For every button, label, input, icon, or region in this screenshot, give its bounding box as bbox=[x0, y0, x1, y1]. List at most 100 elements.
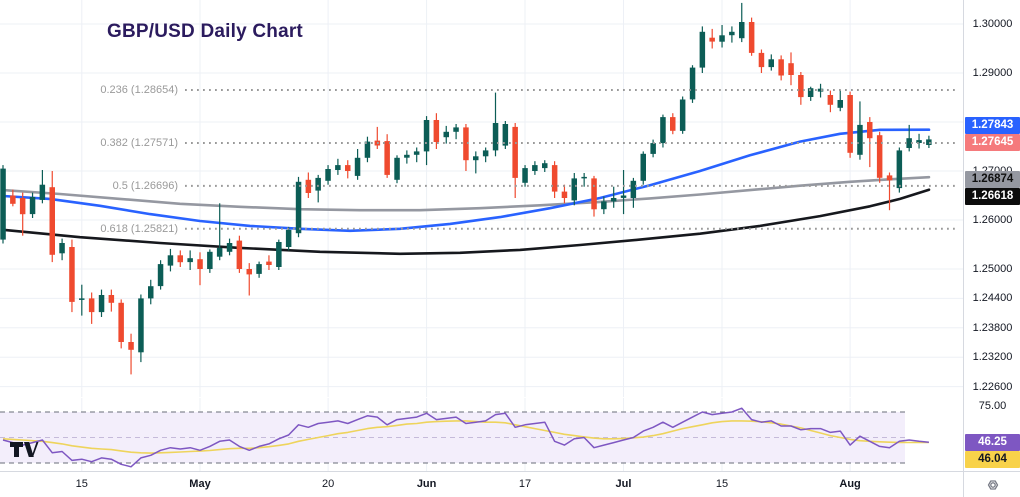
candle bbox=[49, 171, 55, 263]
tradingview-logo[interactable] bbox=[9, 441, 39, 458]
ma-black-value-badge: 1.26618 bbox=[965, 187, 1020, 205]
candle-body bbox=[699, 31, 706, 68]
candle bbox=[266, 255, 272, 270]
candle-body bbox=[276, 242, 282, 267]
candle-body bbox=[916, 140, 922, 143]
candle bbox=[709, 28, 715, 49]
candle bbox=[374, 126, 381, 149]
candle-body bbox=[216, 247, 223, 257]
candle bbox=[748, 17, 755, 56]
chart-title: GBP/USD Daily Chart bbox=[107, 21, 303, 42]
candle-body bbox=[482, 150, 489, 157]
price-axis[interactable]: 1.300001.290001.270001.260001.250001.244… bbox=[963, 0, 1020, 471]
candle-body bbox=[197, 259, 203, 269]
candle-body bbox=[226, 243, 233, 252]
candle-body bbox=[571, 178, 577, 201]
candle-body bbox=[926, 139, 932, 145]
candle-body bbox=[315, 177, 321, 191]
price-axis-label: 1.24400 bbox=[972, 292, 1013, 305]
candle-body bbox=[423, 120, 430, 152]
candle bbox=[138, 294, 144, 363]
fib-level-label: 0.236 (1.28654) bbox=[100, 83, 178, 96]
candle bbox=[660, 114, 666, 148]
candle-body bbox=[128, 342, 134, 350]
fib-level-label: 0.618 (1.25821) bbox=[100, 222, 178, 235]
candle-body bbox=[532, 165, 538, 171]
candle-body bbox=[473, 156, 479, 161]
time-axis-label: May bbox=[189, 478, 211, 490]
candle-body bbox=[610, 198, 617, 202]
candle bbox=[315, 174, 321, 203]
time-axis-label: 15 bbox=[75, 478, 88, 490]
candle-body bbox=[679, 99, 686, 131]
candle-body bbox=[857, 124, 863, 155]
candle-body bbox=[739, 22, 745, 39]
candle bbox=[768, 54, 774, 71]
candle bbox=[453, 124, 459, 140]
candle-body bbox=[39, 184, 46, 200]
candle-body bbox=[19, 198, 26, 215]
gear-icon[interactable] bbox=[984, 476, 1002, 494]
candle bbox=[128, 333, 134, 375]
candle bbox=[788, 52, 794, 86]
candle-body bbox=[630, 180, 637, 198]
rsi-pane[interactable] bbox=[0, 398, 963, 471]
candle-body bbox=[591, 178, 597, 210]
candle-body bbox=[867, 122, 873, 139]
candle-body bbox=[285, 229, 292, 247]
candle bbox=[98, 289, 105, 317]
candle-body bbox=[10, 195, 16, 204]
candle-body bbox=[0, 168, 6, 240]
fib-level-label: 0.5 (1.26696) bbox=[112, 179, 178, 192]
candle-body bbox=[689, 67, 696, 100]
candle-body bbox=[79, 298, 85, 300]
candle bbox=[492, 92, 499, 157]
candle bbox=[394, 155, 400, 184]
candle-body bbox=[88, 298, 95, 313]
candle-body bbox=[29, 197, 36, 215]
candle-body bbox=[542, 163, 548, 169]
candle-body bbox=[108, 295, 115, 303]
candle bbox=[59, 238, 65, 261]
candle-body bbox=[640, 153, 646, 181]
candle-body bbox=[98, 295, 105, 313]
candle bbox=[463, 124, 469, 171]
candle bbox=[827, 90, 834, 113]
candle bbox=[778, 55, 784, 81]
candle bbox=[551, 161, 558, 198]
candle bbox=[384, 134, 390, 178]
candle bbox=[364, 136, 371, 163]
price-axis-label: 1.23200 bbox=[972, 351, 1013, 364]
ma-gray-100 bbox=[1, 175, 931, 212]
candle-body bbox=[817, 88, 824, 92]
candle bbox=[29, 192, 36, 218]
candle bbox=[325, 165, 331, 185]
candle bbox=[413, 147, 420, 163]
candle bbox=[473, 151, 479, 174]
time-axis-label: 15 bbox=[715, 478, 729, 490]
time-axis[interactable]: 15 May 20 Jun 17 Jul 15 Aug bbox=[0, 471, 963, 497]
candle-body bbox=[847, 95, 853, 153]
candle-body bbox=[581, 176, 587, 179]
price-axis-label: 1.23800 bbox=[972, 321, 1013, 334]
candle-body bbox=[522, 168, 528, 183]
candle-body bbox=[463, 127, 469, 161]
candle bbox=[335, 158, 341, 175]
candle-body bbox=[758, 52, 765, 68]
candle bbox=[817, 83, 824, 98]
price-pane-canvas[interactable] bbox=[0, 0, 963, 397]
candle-body bbox=[433, 120, 440, 142]
price-pane[interactable]: GBP/USD Daily Chart 0.236 (1.28654) 0.382… bbox=[0, 0, 963, 397]
candle bbox=[216, 203, 223, 261]
rsi-pane-canvas[interactable] bbox=[0, 398, 963, 471]
rsi-axis-label: 75.00 bbox=[978, 399, 1007, 412]
candle bbox=[404, 150, 410, 164]
candle bbox=[187, 250, 193, 270]
candle bbox=[236, 235, 243, 273]
candle-body bbox=[551, 165, 558, 192]
candle-body bbox=[798, 75, 804, 98]
time-axis-label: 17 bbox=[518, 478, 532, 490]
candle-body bbox=[837, 100, 843, 108]
rsi-ma-value-badge: 46.04 bbox=[965, 450, 1020, 468]
candle-body bbox=[906, 138, 912, 148]
